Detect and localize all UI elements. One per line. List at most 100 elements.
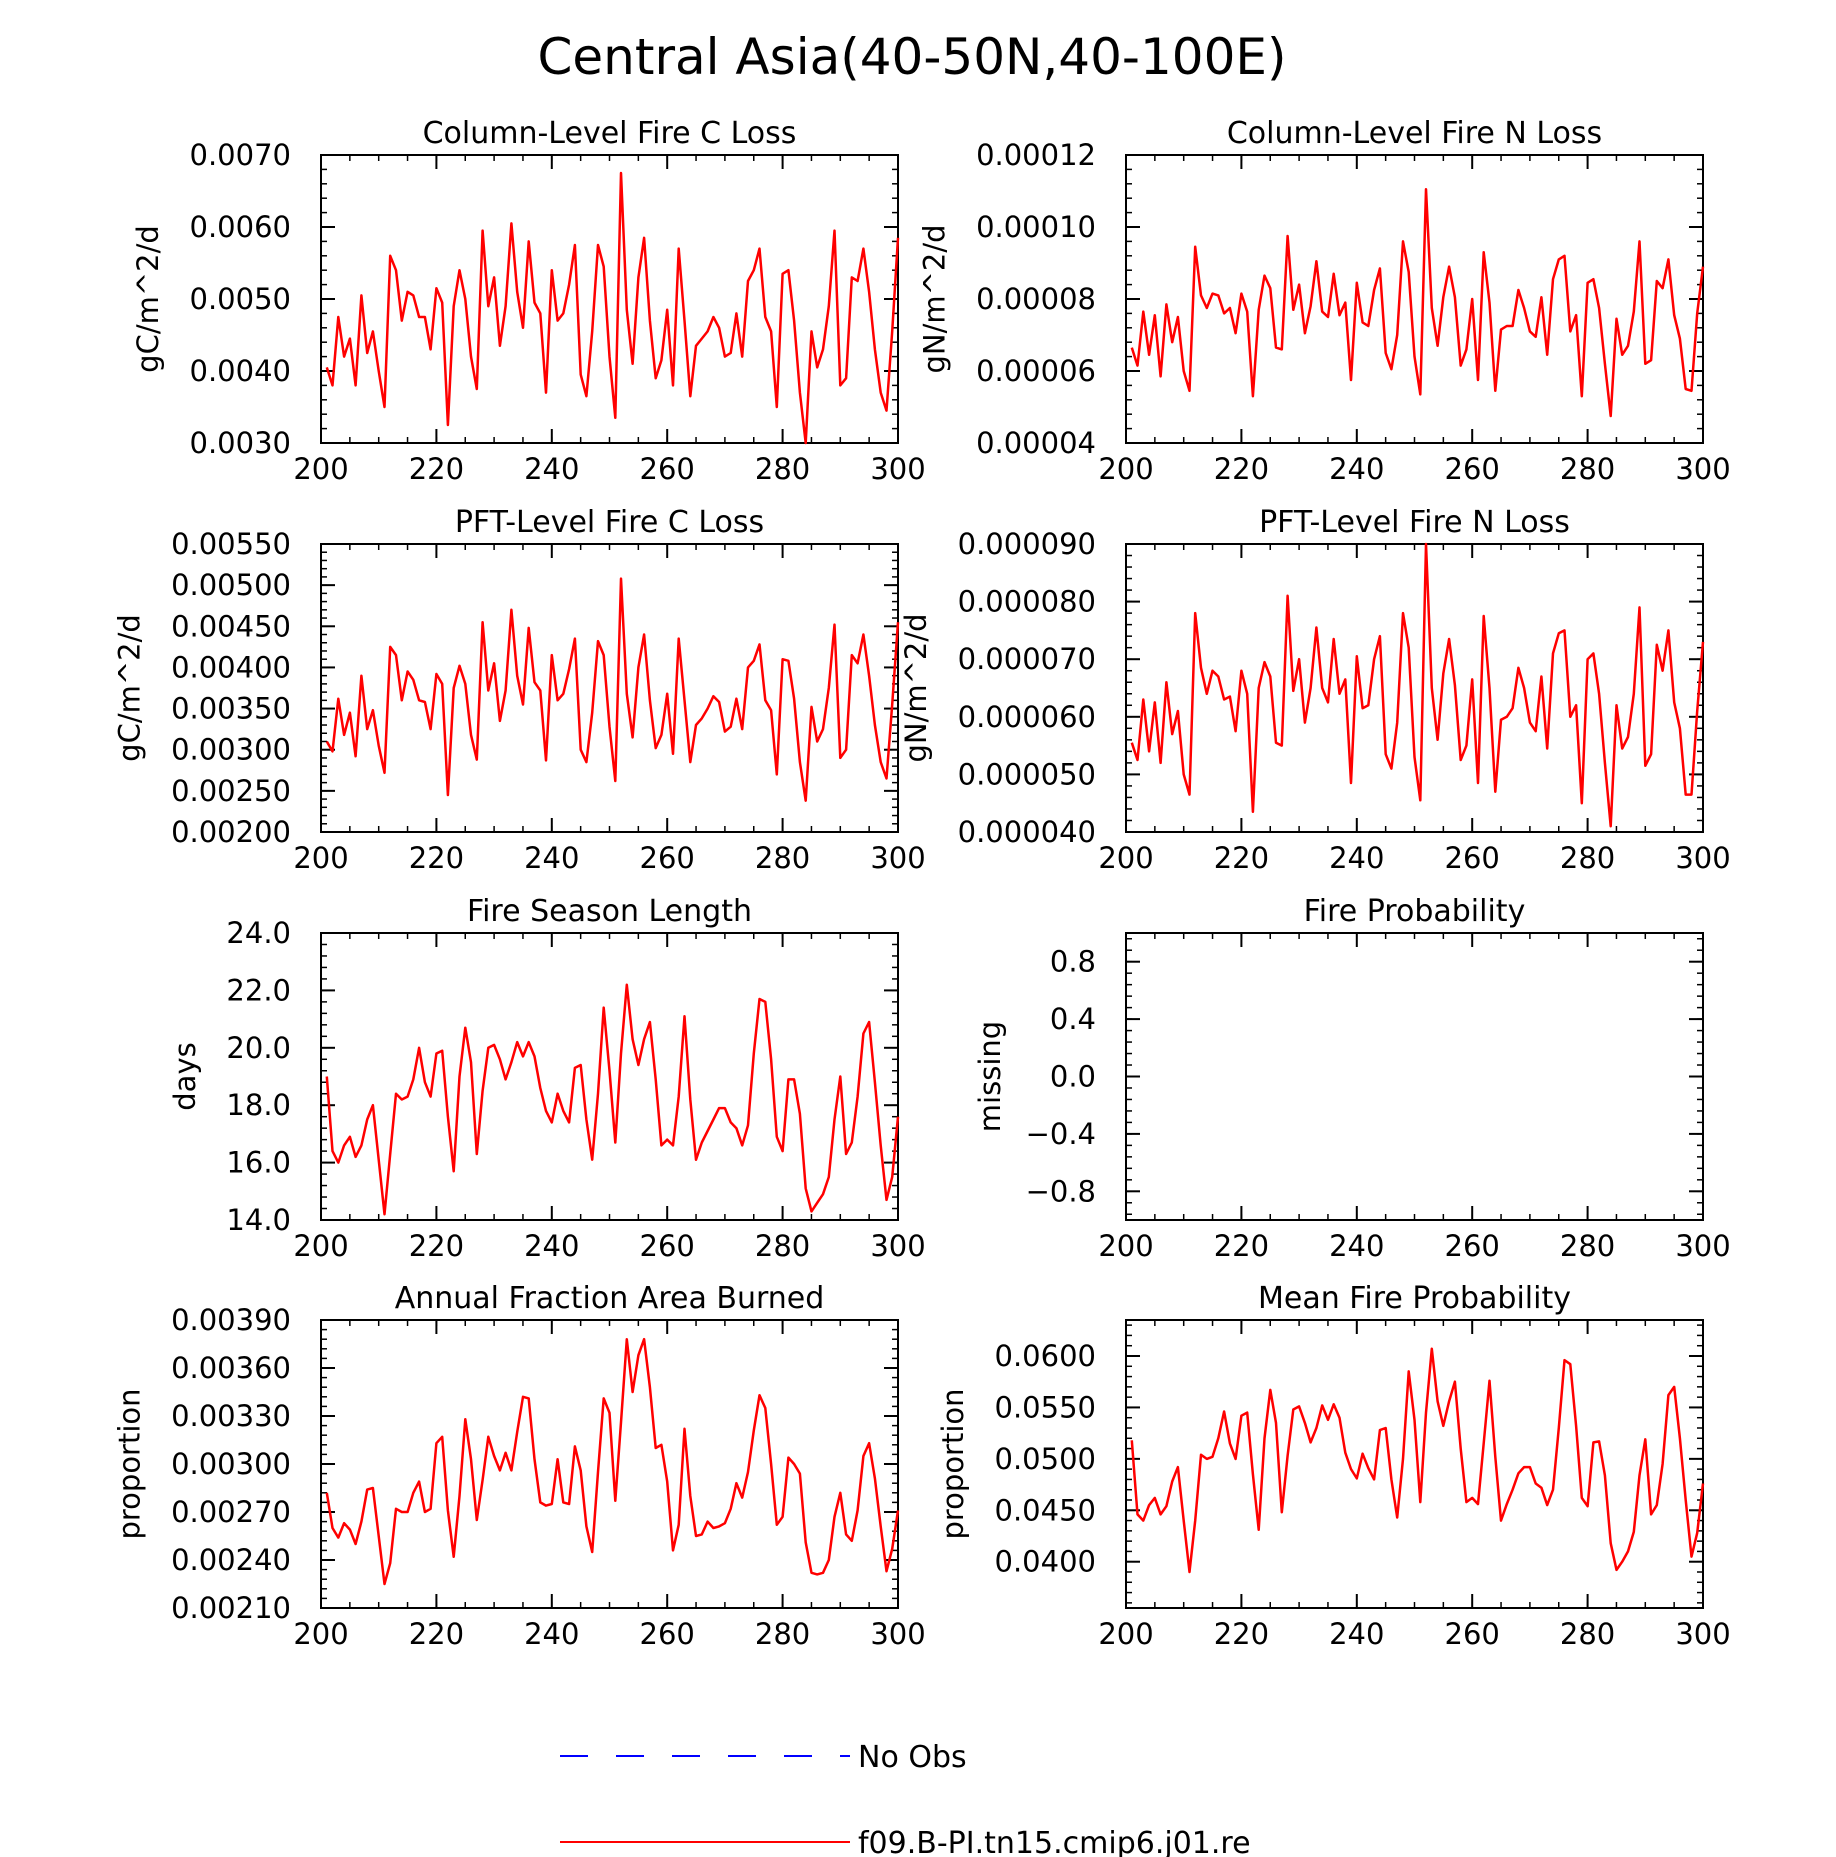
x-tick-label: 280 [755, 841, 810, 875]
legend-label-no-obs: No Obs [858, 1740, 967, 1775]
y-tick-label: 0.00300 [171, 733, 291, 767]
x-tick-label: 240 [1329, 841, 1384, 875]
chart-panel-1: Column-Level Fire C Loss 200 220 240 260 280 3… [131, 116, 926, 486]
y-tick-label: 0.00300 [171, 1447, 291, 1481]
y-axis-label: gN/m^2/d [918, 224, 952, 373]
chart-panel-5: Fire Season Length 200 220 240 260 280 300 14.0… [168, 894, 926, 1263]
y-tick-label: 0.0500 [995, 1442, 1096, 1476]
y-tick-label: 0.00500 [171, 568, 291, 602]
y-tick-label: 0.0060 [190, 210, 291, 244]
y-tick-label: 0.0050 [190, 282, 291, 316]
x-tick-label: 300 [1675, 841, 1730, 875]
series-line-1 [1130, 542, 1705, 828]
y-axis-label: missing [973, 1021, 1007, 1132]
x-tick-label: 300 [1675, 1617, 1730, 1651]
x-tick-label: 280 [1560, 841, 1615, 875]
chart-panel-4: PFT-Level Fire N Loss 200 220 240 260 280 300 0… [899, 505, 1731, 875]
series-line-1 [325, 1337, 900, 1586]
legend: No Obs f09.B-PI.tn15.cmip6.j01.re [560, 1740, 1251, 1857]
y-tick-label: 18.0 [226, 1088, 291, 1122]
y-axis-label: gC/m^2/d [113, 614, 147, 762]
series-line-1 [325, 577, 900, 802]
x-tick-label: 220 [1214, 1617, 1269, 1651]
y-tick-label: 0.0030 [190, 426, 291, 460]
x-tick-label: 200 [293, 452, 348, 486]
series-line-1 [325, 171, 900, 445]
chart-panel-2: Column-Level Fire N Loss 200 220 240 260 280 3… [918, 116, 1731, 486]
x-tick-label: 280 [1560, 1229, 1615, 1263]
x-tick-label: 260 [1445, 1617, 1500, 1651]
x-tick-label: 260 [1445, 1229, 1500, 1263]
y-tick-label: 0.00004 [976, 426, 1096, 460]
y-tick-label: 0.00240 [171, 1543, 291, 1577]
x-tick-label: 220 [409, 1229, 464, 1263]
y-tick-label: 0.00350 [171, 692, 291, 726]
x-tick-label: 300 [870, 841, 925, 875]
legend-label-model: f09.B-PI.tn15.cmip6.j01.re [858, 1826, 1251, 1857]
y-axis-label: proportion [936, 1388, 970, 1539]
y-axis-label: days [168, 1042, 202, 1110]
x-tick-label: 280 [755, 1617, 810, 1651]
y-tick-label: 0.000070 [958, 642, 1096, 676]
x-tick-label: 220 [409, 452, 464, 486]
y-tick-label: 0.00400 [171, 650, 291, 684]
x-tick-label: 200 [1098, 1229, 1153, 1263]
y-tick-label: 0.00270 [171, 1495, 291, 1529]
x-tick-label: 200 [293, 1617, 348, 1651]
panel-title: Mean Fire Probability [1258, 1281, 1571, 1316]
x-tick-label: 300 [1675, 1229, 1730, 1263]
x-tick-label: 260 [640, 841, 695, 875]
figure-title: Central Asia(40-50N,40-100E) [537, 28, 1286, 86]
y-tick-label: 0.00210 [171, 1591, 291, 1625]
y-tick-label: 16.0 [226, 1146, 291, 1180]
y-tick-label: 0.000050 [958, 757, 1096, 791]
x-tick-label: 280 [1560, 1617, 1615, 1651]
series-line-1 [1130, 1347, 1705, 1574]
x-tick-label: 240 [524, 452, 579, 486]
x-tick-label: 240 [524, 1229, 579, 1263]
panel-title: PFT-Level Fire C Loss [455, 505, 764, 540]
y-axis-label: gN/m^2/d [899, 613, 933, 762]
x-tick-label: 280 [1560, 452, 1615, 486]
panel-title: PFT-Level Fire N Loss [1259, 505, 1570, 540]
x-tick-label: 260 [640, 1229, 695, 1263]
x-tick-label: 280 [755, 1229, 810, 1263]
y-tick-label: 0.00450 [171, 609, 291, 643]
y-tick-label: 0.00330 [171, 1399, 291, 1433]
y-tick-label: 20.0 [226, 1031, 291, 1065]
y-tick-label: −0.4 [1026, 1117, 1096, 1151]
x-tick-label: 240 [1329, 1617, 1384, 1651]
y-tick-label: 0.000060 [958, 700, 1096, 734]
y-tick-label: 0.0070 [190, 138, 291, 172]
chart-panel-3: PFT-Level Fire C Loss 200 220 240 260 280 300 0… [113, 505, 926, 875]
y-tick-label: 0.00006 [976, 354, 1096, 388]
x-tick-label: 200 [1098, 452, 1153, 486]
y-tick-label: −0.8 [1026, 1174, 1096, 1208]
x-tick-label: 240 [1329, 1229, 1384, 1263]
panel-title: Fire Probability [1304, 894, 1526, 929]
chart-panel-8: Mean Fire Probability 200 220 240 260 280 300 0… [936, 1281, 1731, 1651]
y-tick-label: 0.000080 [958, 585, 1096, 619]
y-tick-label: 0.000040 [958, 815, 1096, 849]
chart-panel-7: Annual Fraction Area Burned 200 220 240 260 2… [113, 1281, 926, 1651]
x-tick-label: 220 [1214, 1229, 1269, 1263]
x-tick-label: 200 [1098, 841, 1153, 875]
x-tick-label: 240 [524, 841, 579, 875]
x-tick-label: 260 [1445, 841, 1500, 875]
y-tick-label: 0.00390 [171, 1303, 291, 1337]
series-line-1 [325, 983, 900, 1216]
panel-title: Column-Level Fire N Loss [1227, 116, 1602, 151]
panel-title: Column-Level Fire C Loss [423, 116, 797, 151]
y-tick-label: 0.00200 [171, 815, 291, 849]
x-tick-label: 200 [1098, 1617, 1153, 1651]
x-tick-label: 300 [870, 1229, 925, 1263]
panel-title: Fire Season Length [467, 894, 752, 929]
x-tick-label: 200 [293, 841, 348, 875]
y-tick-label: 0.00012 [976, 138, 1096, 172]
x-tick-label: 240 [524, 1617, 579, 1651]
x-tick-label: 300 [870, 1617, 925, 1651]
y-tick-label: 24.0 [226, 916, 291, 950]
y-tick-label: 0.00010 [976, 210, 1096, 244]
series-line-1 [1130, 187, 1705, 418]
